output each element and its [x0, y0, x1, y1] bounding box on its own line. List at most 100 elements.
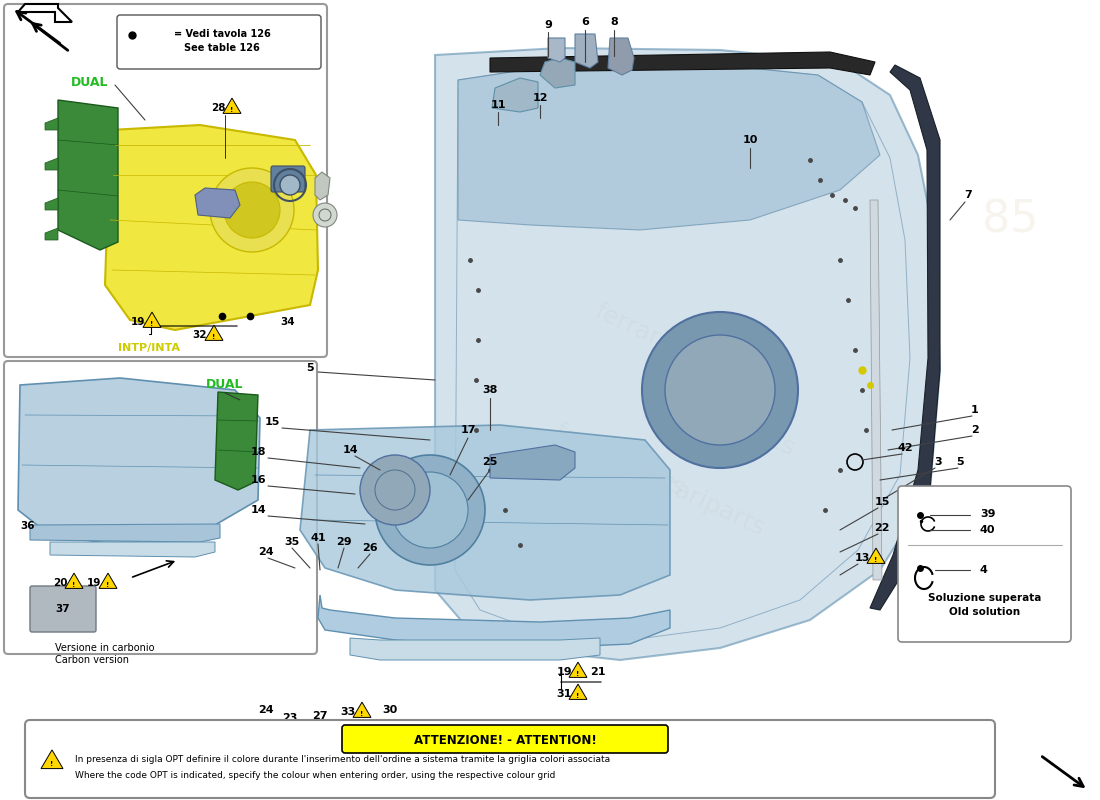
Circle shape — [280, 175, 300, 195]
Text: = Vedi tavola 126: = Vedi tavola 126 — [174, 29, 271, 39]
Polygon shape — [458, 63, 880, 230]
Polygon shape — [870, 200, 882, 580]
Polygon shape — [30, 524, 220, 542]
Text: 4: 4 — [980, 565, 988, 575]
Polygon shape — [223, 98, 241, 114]
Text: !: ! — [361, 710, 364, 717]
Text: ferrariparts: ferrariparts — [510, 479, 649, 561]
Text: 25: 25 — [482, 457, 497, 467]
Text: DUAL: DUAL — [72, 75, 109, 89]
Polygon shape — [318, 595, 670, 648]
Text: 35: 35 — [285, 537, 299, 547]
Polygon shape — [434, 48, 940, 660]
FancyBboxPatch shape — [4, 361, 317, 654]
Polygon shape — [195, 188, 240, 218]
Text: DUAL: DUAL — [207, 378, 244, 391]
FancyBboxPatch shape — [30, 586, 96, 632]
Text: 38: 38 — [482, 385, 497, 395]
Text: 6: 6 — [581, 17, 589, 27]
Text: !: ! — [73, 582, 76, 588]
Text: 37: 37 — [56, 604, 70, 614]
Text: !: ! — [230, 106, 233, 113]
Polygon shape — [65, 573, 82, 589]
Text: 19: 19 — [557, 667, 572, 677]
Polygon shape — [575, 34, 598, 68]
Polygon shape — [350, 638, 600, 660]
Text: 14: 14 — [342, 445, 358, 455]
Text: Where the code OPT is indicated, specify the colour when entering order, using t: Where the code OPT is indicated, specify… — [75, 771, 556, 781]
Text: 9: 9 — [544, 20, 552, 30]
Polygon shape — [45, 118, 58, 130]
Text: 16: 16 — [250, 475, 266, 485]
Text: 11: 11 — [491, 100, 506, 110]
Circle shape — [666, 335, 776, 445]
Text: 34: 34 — [280, 317, 295, 327]
Text: !: ! — [874, 557, 878, 563]
Text: ferrariparts: ferrariparts — [661, 379, 800, 461]
FancyBboxPatch shape — [25, 720, 996, 798]
Text: ATTENZIONE! - ATTENTION!: ATTENZIONE! - ATTENTION! — [414, 734, 596, 746]
Text: 15: 15 — [264, 417, 279, 427]
Polygon shape — [50, 542, 215, 557]
Text: !: ! — [151, 321, 154, 326]
Text: 85: 85 — [983, 599, 1036, 641]
Text: INTP/INTA: INTP/INTA — [118, 343, 180, 353]
Text: 7: 7 — [964, 190, 972, 200]
Circle shape — [224, 182, 280, 238]
Text: Versione in carbonio: Versione in carbonio — [55, 643, 154, 653]
Text: 1: 1 — [971, 405, 979, 415]
Text: 19: 19 — [131, 317, 145, 327]
Circle shape — [642, 312, 798, 468]
Text: 22: 22 — [874, 523, 890, 533]
Text: 29: 29 — [337, 537, 352, 547]
Polygon shape — [214, 392, 258, 490]
Text: 10: 10 — [742, 135, 758, 145]
Polygon shape — [18, 4, 72, 22]
Polygon shape — [569, 662, 587, 678]
Text: 3: 3 — [934, 457, 942, 467]
Text: 24: 24 — [258, 705, 274, 715]
Text: !: ! — [576, 670, 580, 677]
Polygon shape — [45, 198, 58, 210]
Text: 21: 21 — [591, 667, 606, 677]
Text: 19: 19 — [87, 578, 101, 588]
Text: 5: 5 — [956, 457, 964, 467]
Text: 24: 24 — [258, 547, 274, 557]
Text: !: ! — [51, 762, 54, 767]
Text: Old solution: Old solution — [949, 607, 1021, 617]
Text: 27: 27 — [312, 711, 328, 721]
Polygon shape — [608, 38, 634, 75]
Text: In presenza di sigla OPT definire il colore durante l'inserimento dell'ordine a : In presenza di sigla OPT definire il col… — [75, 754, 610, 763]
FancyBboxPatch shape — [271, 166, 305, 192]
Text: ferrariparts: ferrariparts — [551, 419, 690, 501]
Polygon shape — [490, 445, 575, 480]
Text: 12: 12 — [532, 93, 548, 103]
Text: 39: 39 — [980, 509, 996, 519]
Polygon shape — [99, 573, 117, 589]
Text: Soluzione superata: Soluzione superata — [928, 593, 1042, 603]
Polygon shape — [104, 125, 318, 330]
Circle shape — [210, 168, 294, 252]
FancyBboxPatch shape — [898, 486, 1071, 642]
Text: 23: 23 — [283, 713, 298, 723]
Text: 15: 15 — [874, 497, 890, 507]
Polygon shape — [300, 425, 670, 600]
Polygon shape — [315, 172, 330, 200]
Polygon shape — [490, 52, 874, 75]
Text: 40: 40 — [980, 525, 996, 535]
Text: 5: 5 — [306, 363, 313, 373]
Text: 28: 28 — [211, 103, 226, 113]
Text: 2: 2 — [971, 425, 979, 435]
Circle shape — [392, 472, 468, 548]
Circle shape — [375, 455, 485, 565]
Polygon shape — [18, 378, 260, 545]
Text: See table 126: See table 126 — [184, 43, 260, 53]
Text: 32: 32 — [192, 330, 207, 340]
Text: 41: 41 — [310, 533, 326, 543]
FancyBboxPatch shape — [342, 725, 668, 753]
Text: 20: 20 — [53, 578, 67, 588]
Text: 17: 17 — [460, 425, 475, 435]
Text: 31: 31 — [557, 689, 572, 699]
Text: !: ! — [212, 334, 216, 340]
Polygon shape — [353, 702, 371, 718]
